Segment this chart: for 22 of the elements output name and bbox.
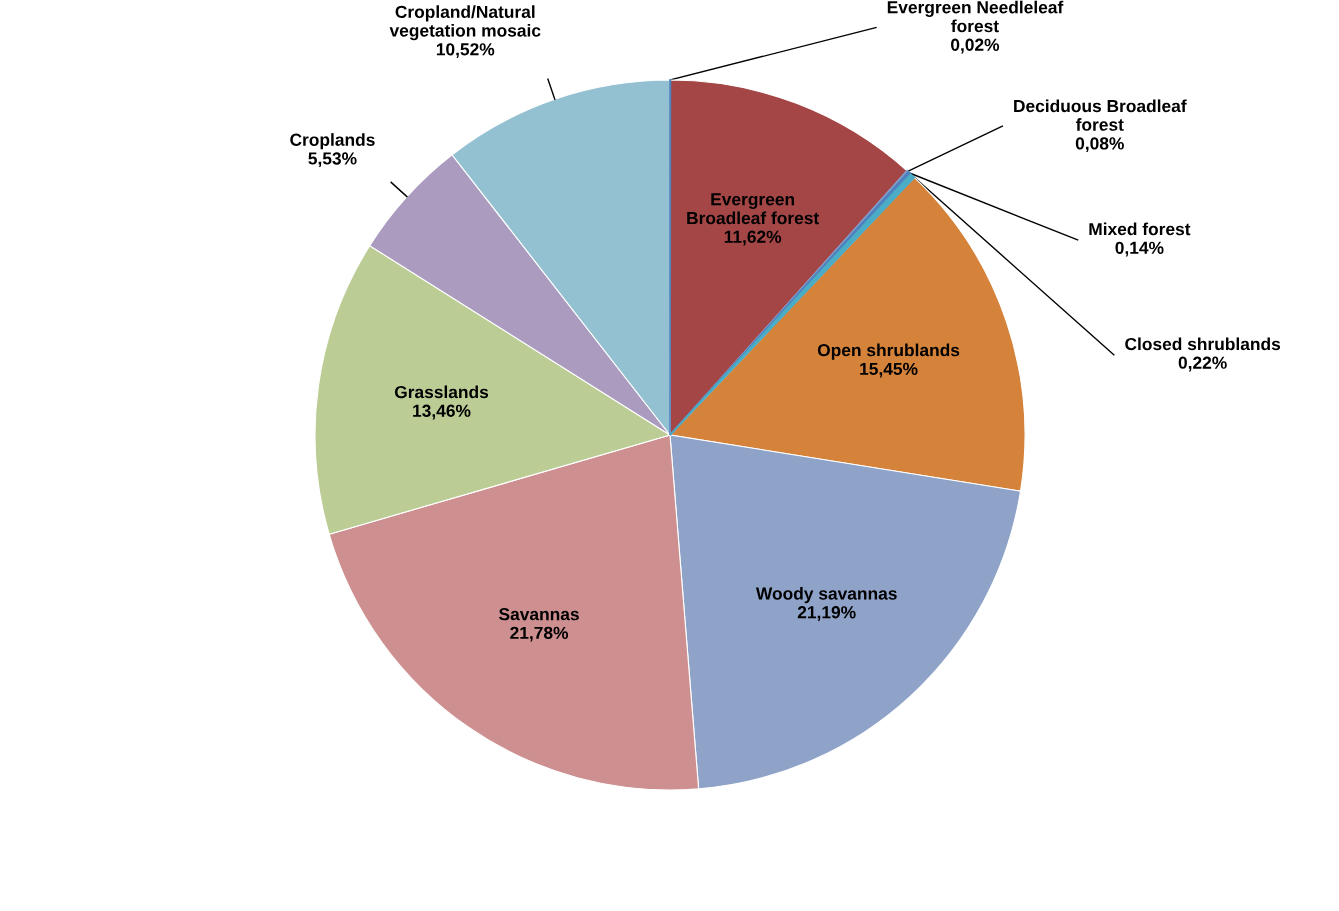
- slice-label: Woody savannas: [755, 586, 897, 604]
- slice-label: Open shrublands: [817, 343, 960, 360]
- data-label: 0,14%: [1115, 241, 1164, 257]
- slice-label: Evergreen Needleleaf forest: [887, 0, 1064, 33]
- data-label: 10,52%: [436, 43, 495, 58]
- data-label: 0,08%: [1075, 137, 1124, 153]
- data-label: 0,22%: [1178, 356, 1227, 372]
- slice-label: Croplands: [290, 133, 375, 150]
- data-label: 21,19%: [797, 606, 856, 621]
- data-label: 13,46%: [413, 404, 471, 420]
- slice-label: Cropland/Natural vegetation mosaic: [389, 5, 541, 41]
- data-label: 21,78%: [510, 626, 569, 642]
- slice-label: Grasslands: [394, 385, 489, 399]
- slice-label: Mixed forest: [1089, 222, 1191, 236]
- data-label: 11,62%: [724, 230, 782, 246]
- slice-label: Deciduous Broadleaf forest: [1014, 99, 1187, 131]
- slice-label: Savannas: [499, 608, 579, 621]
- slice-label: Evergreen Broadleaf forest: [687, 193, 819, 225]
- data-label: 5,53%: [308, 152, 357, 168]
- slice-label: Closed shrublands: [1125, 337, 1281, 351]
- data-label: 0,02%: [951, 38, 1000, 54]
- data-label: 15,45%: [860, 362, 918, 378]
